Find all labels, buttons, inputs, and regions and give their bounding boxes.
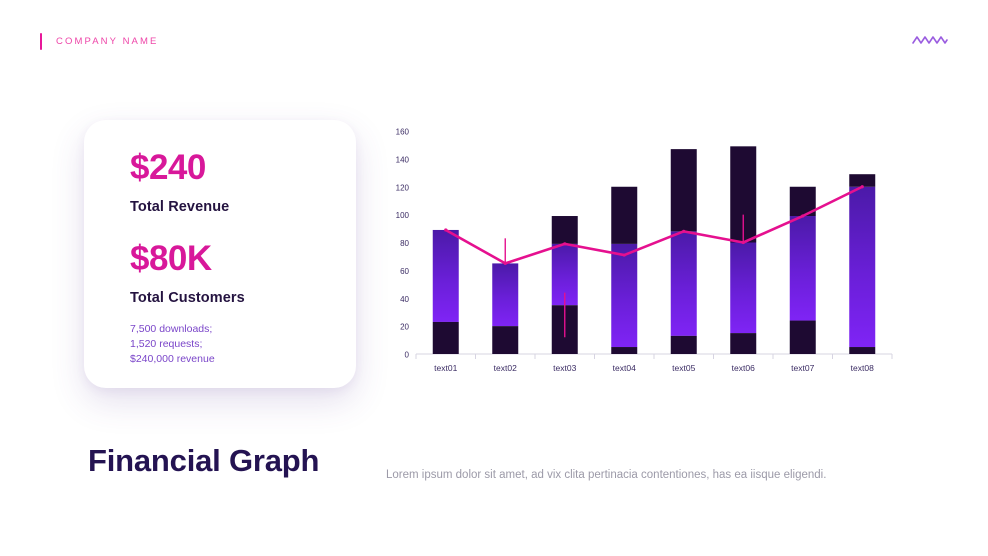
bar-segment-middle [432, 229, 459, 322]
trend-polyline [444, 185, 864, 265]
y-tick-label: 80 [400, 239, 409, 248]
x-tick-label: text04 [613, 363, 636, 373]
total-revenue-label: Total Revenue [130, 199, 230, 215]
trend-point [860, 185, 864, 189]
y-tick-label: 0 [405, 351, 410, 360]
kpi-note: 7,500 downloads; 1,520 requests; $240,00… [130, 322, 356, 367]
whisker-layer [504, 214, 744, 338]
x-tick-label: text01 [434, 363, 457, 373]
trend-line [444, 185, 864, 266]
company-name: COMPANY NAME [56, 36, 159, 47]
kpi-card: $240 Total Revenue $80K Total Customers … [84, 120, 356, 388]
trend-point [801, 214, 805, 218]
bar-segment-middle [849, 186, 876, 348]
page-title: Financial Graph [88, 443, 320, 478]
bar-segment-base [849, 347, 876, 354]
bar-segment-middle [670, 231, 697, 336]
bar-segment-top [551, 216, 578, 244]
x-tick-label: text06 [732, 363, 755, 373]
kpi-note-line-1: 7,500 downloads; [130, 323, 213, 335]
chart-svg: 0 20 40 60 80 100 120 140 160 text01 text02 text03… [396, 128, 893, 373]
bar-segment-base [432, 321, 459, 354]
trend-point [503, 261, 507, 266]
trend-point [563, 242, 567, 246]
bars-layer [432, 146, 876, 354]
bar-segment-top [611, 186, 638, 244]
bar-segment-top [849, 174, 876, 187]
bar-segment-top [670, 149, 697, 232]
trend-point [741, 240, 745, 245]
financial-chart: 0 20 40 60 80 100 120 140 160 text01 text02 text03… [380, 118, 900, 388]
total-revenue-value: $240 [130, 148, 206, 187]
brand-accent-bar [40, 33, 42, 50]
axis-lines [415, 353, 893, 359]
y-tick-label: 160 [396, 128, 410, 137]
bar-segment-middle [611, 243, 638, 348]
y-tick-label: 140 [396, 155, 410, 164]
x-tick-label: text08 [851, 363, 874, 373]
page-subtitle: Lorem ipsum dolor sit amet, ad vix clita… [386, 468, 827, 481]
y-tick-label: 40 [400, 295, 409, 304]
kpi-spacer [130, 215, 356, 241]
y-tick-label: 20 [400, 323, 409, 332]
trend-point [622, 253, 626, 257]
kpi-note-line-3: $240,000 revenue [130, 352, 215, 365]
kpi-card-content: $240 Total Revenue $80K Total Customers … [84, 120, 356, 367]
kpi-note-line-2: 1,520 requests; [130, 337, 203, 350]
bar-segment-base [670, 335, 697, 354]
y-axis-tick-labels: 0 20 40 60 80 100 120 140 160 [396, 128, 410, 360]
y-tick-label: 60 [400, 267, 409, 276]
trend-point [682, 229, 686, 233]
bar-segment-base [492, 326, 519, 354]
x-tick-label: text02 [494, 363, 517, 373]
x-tick-label: text05 [672, 363, 695, 373]
slide-header: COMPANY NAME [0, 0, 988, 80]
bar-segment-middle [730, 242, 757, 334]
y-tick-label: 120 [396, 183, 410, 192]
x-axis-tick-labels: text01 text02 text03 text04 text05 text06 text… [434, 363, 874, 373]
bar-segment-middle [789, 216, 816, 321]
total-customers-value: $80K [130, 239, 212, 278]
bar-segment-base [730, 333, 757, 354]
bar-segment-base [611, 347, 638, 354]
bar-segment-base [789, 320, 816, 354]
trend-point [444, 228, 448, 232]
x-tick-label: text03 [553, 363, 576, 373]
zigzag-wave-icon [912, 33, 948, 45]
y-tick-label: 100 [396, 211, 410, 220]
x-tick-label: text07 [791, 363, 814, 373]
total-customers-label: Total Customers [130, 290, 245, 306]
bar-segment-middle [492, 263, 519, 327]
brand: COMPANY NAME [40, 33, 158, 50]
